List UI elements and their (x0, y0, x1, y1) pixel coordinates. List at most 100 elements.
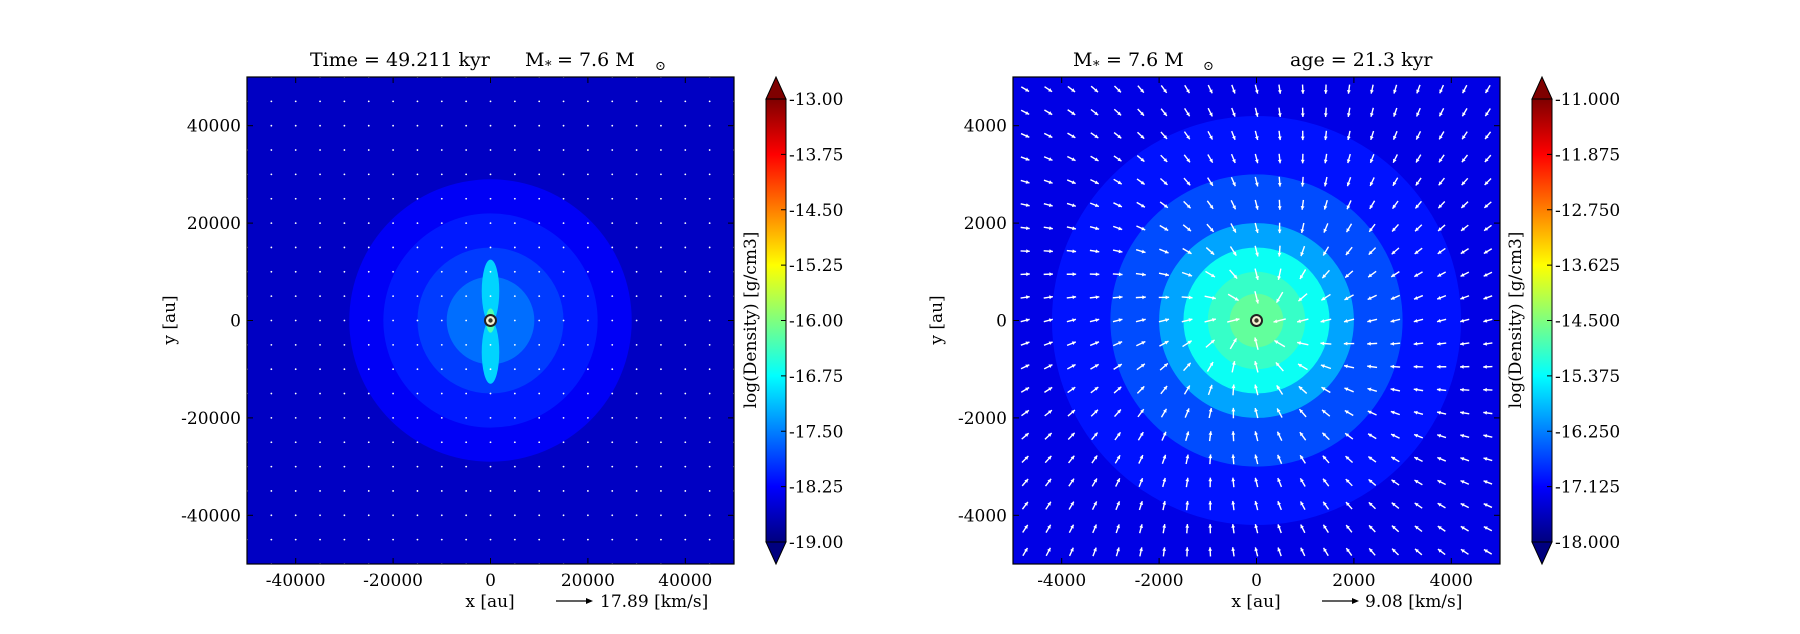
colorbar-tick-label: -18.25 (789, 478, 843, 498)
velocity-arrow (344, 393, 346, 395)
velocity-arrow (563, 344, 565, 346)
velocity-arrow (563, 198, 565, 200)
velocity-arrow (587, 174, 589, 176)
velocity-arrow (514, 539, 516, 541)
velocity-arrow (709, 247, 711, 249)
velocity-arrow (441, 393, 443, 395)
velocity-arrow (660, 247, 662, 249)
velocity-arrow (587, 247, 589, 249)
velocity-arrow (538, 466, 540, 468)
velocity-arrow (684, 539, 686, 541)
velocity-arrow (611, 344, 613, 346)
velocity-arrow (417, 295, 419, 297)
velocity-arrow (319, 222, 321, 224)
y-tick-label: 4000 (964, 117, 1007, 137)
velocity-arrow (611, 466, 613, 468)
velocity-arrow (611, 222, 613, 224)
velocity-arrow (417, 174, 419, 176)
velocity-arrow (392, 125, 394, 127)
velocity-arrow (709, 320, 711, 322)
velocity-arrow (709, 295, 711, 297)
velocity-arrow (587, 539, 589, 541)
velocity-arrow (344, 490, 346, 492)
velocity-arrow (636, 393, 638, 395)
velocity-arrow (441, 125, 443, 127)
sink-center (1254, 318, 1258, 322)
velocity-arrow (490, 441, 492, 443)
velocity-arrow (344, 125, 346, 127)
velocity-arrow (270, 514, 272, 516)
velocity-arrow (417, 320, 419, 322)
velocity-arrow (441, 368, 443, 370)
velocity-arrow (684, 198, 686, 200)
velocity-arrow (636, 514, 638, 516)
velocity-arrow (660, 441, 662, 443)
velocity-arrow (636, 198, 638, 200)
velocity-arrow (490, 514, 492, 516)
velocity-arrow (441, 490, 443, 492)
velocity-arrow (392, 441, 394, 443)
velocity-arrow (392, 490, 394, 492)
y-tick-label: 2000 (964, 214, 1007, 234)
velocity-arrow (684, 149, 686, 151)
velocity-arrow (514, 174, 516, 176)
velocity-arrow (344, 295, 346, 297)
velocity-arrow (587, 417, 589, 419)
velocity-arrow (660, 149, 662, 151)
velocity-arrow (392, 174, 394, 176)
title-sun-symbol: ⊙ (1203, 59, 1214, 74)
velocity-arrow (392, 320, 394, 322)
velocity-arrow (417, 247, 419, 249)
colorbar-extend-min (766, 542, 786, 564)
velocity-key-label: 17.89 [km/s] (600, 592, 708, 612)
velocity-arrow (636, 125, 638, 127)
velocity-arrow (295, 344, 297, 346)
velocity-arrow (417, 490, 419, 492)
velocity-arrow (611, 539, 613, 541)
velocity-arrow (709, 222, 711, 224)
velocity-arrow (368, 490, 370, 492)
colorbar: -13.00-13.75-14.50-15.25-16.00-16.75-17.… (766, 77, 843, 564)
velocity-arrow (295, 490, 297, 492)
velocity-arrow (319, 295, 321, 297)
velocity-arrow (270, 149, 272, 151)
x-tick-label: -20000 (363, 571, 423, 591)
velocity-arrow (344, 100, 346, 102)
colorbar-tick-label: -13.00 (789, 90, 843, 110)
velocity-arrow (611, 198, 613, 200)
velocity-arrow (563, 222, 565, 224)
velocity-arrow (587, 125, 589, 127)
velocity-arrow (660, 295, 662, 297)
velocity-arrow (709, 271, 711, 273)
velocity-arrow (392, 368, 394, 370)
velocity-arrow (611, 247, 613, 249)
velocity-arrow (417, 539, 419, 541)
sink-particle (1250, 314, 1263, 327)
velocity-arrow (636, 174, 638, 176)
velocity-arrow (611, 320, 613, 322)
velocity-arrow (514, 320, 516, 322)
velocity-arrow (270, 100, 272, 102)
velocity-arrow (295, 149, 297, 151)
velocity-arrow (319, 344, 321, 346)
velocity-arrow (490, 198, 492, 200)
colorbar-extend-max (766, 77, 786, 99)
colorbar-label: log(Density) [g/cm3] (741, 232, 761, 409)
velocity-arrow (660, 222, 662, 224)
velocity-arrow (368, 368, 370, 370)
colorbar-tick-label: -16.75 (789, 367, 843, 387)
y-tick-label: 20000 (187, 214, 241, 234)
velocity-arrow (490, 149, 492, 151)
velocity-arrow (368, 539, 370, 541)
velocity-arrow (368, 198, 370, 200)
velocity-arrow (636, 149, 638, 151)
velocity-arrow (319, 198, 321, 200)
velocity-arrow (295, 417, 297, 419)
velocity-arrow (465, 149, 467, 151)
velocity-arrow (319, 125, 321, 127)
velocity-arrow (319, 247, 321, 249)
velocity-arrow (538, 174, 540, 176)
velocity-arrow (709, 125, 711, 127)
velocity-arrow (368, 466, 370, 468)
velocity-arrow (319, 271, 321, 273)
